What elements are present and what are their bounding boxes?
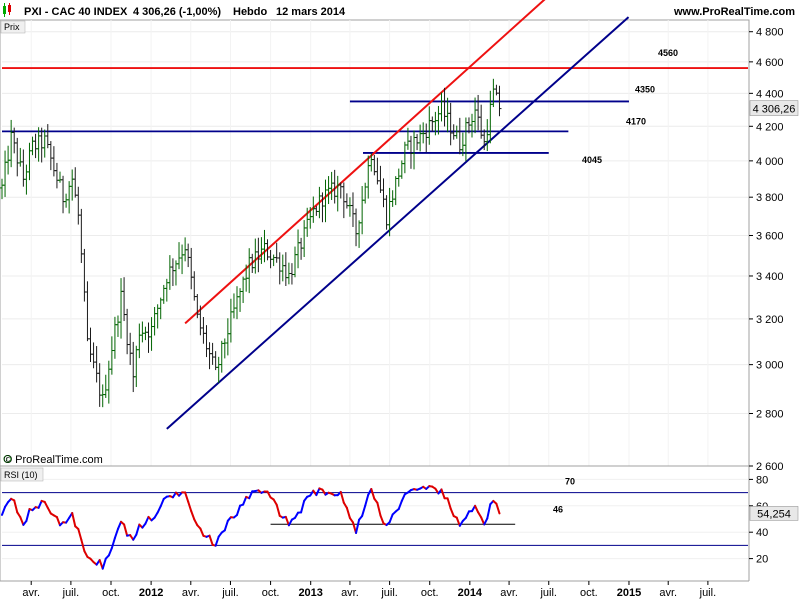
price-tick-label: 3 600	[756, 230, 784, 242]
price-tick-label: 4 600	[756, 57, 784, 69]
price-tick-label: 4 400	[756, 88, 784, 100]
time-tick-label: avr.	[22, 587, 40, 599]
last-price-badge: 4 306,26	[750, 101, 798, 116]
time-tick-label: avr.	[341, 587, 359, 599]
rsi-level-label-70: 70	[565, 477, 575, 487]
price-tick-label: 2 800	[756, 409, 784, 421]
time-tick-label: juil.	[62, 587, 80, 599]
last-rsi-value: 54,254	[757, 508, 791, 520]
price-tick-label: 3 200	[756, 314, 784, 326]
rsi-tick-label: 80	[756, 474, 768, 486]
price-tick-label: 4 000	[756, 156, 784, 168]
price-tick-label: 3 800	[756, 192, 784, 204]
price-tick-label: 3 400	[756, 271, 784, 283]
rsi-panel-label: RSI (10)	[4, 470, 38, 480]
site-url[interactable]: www.ProRealTime.com	[673, 6, 795, 18]
rsi-level-label-46: 46	[553, 504, 563, 514]
last-price-value: 4 306,26	[753, 104, 796, 116]
watermark-text: © ProRealTime.com	[4, 454, 103, 466]
level-label-4560: 4560	[658, 48, 678, 58]
time-tick-label: juil.	[539, 587, 557, 599]
price-axis: 2 600 2 800 3 000 3 200 3 400 3 600 3 800 4 000…	[749, 20, 800, 592]
header-bar: PXI - CAC 40 INDEX 4 306,26 (-1,00%) Heb…	[0, 0, 800, 20]
time-tick-label: avr.	[182, 587, 200, 599]
level-label-4170: 4170	[626, 116, 646, 126]
price-tick-label: 4 200	[756, 121, 784, 133]
price-panel: Prix 4560 4350 4170 4045 c © ProRealTime.co…	[0, 0, 749, 466]
time-tick-label: 2015	[617, 587, 641, 599]
time-tick-label: juil.	[380, 587, 398, 599]
time-tick-label: 2014	[458, 587, 483, 599]
time-tick-label: juil.	[699, 587, 717, 599]
price-tick-label: 3 000	[756, 360, 784, 372]
time-tick-label: oct.	[421, 587, 439, 599]
last-rsi-badge: 54,254	[750, 506, 798, 520]
instrument-name: PXI - CAC 40 INDEX	[24, 6, 128, 18]
price-tick-label: 2 600	[756, 461, 784, 473]
quote-change: 4 306,26 (-1,00%)	[133, 6, 221, 18]
time-tick-label: juil.	[221, 587, 239, 599]
price-panel-label: Prix	[4, 22, 20, 32]
time-tick-label: oct.	[262, 587, 280, 599]
time-tick-label: 2012	[139, 587, 163, 599]
rsi-tick-label: 40	[756, 527, 768, 539]
time-tick-label: oct.	[580, 587, 598, 599]
rsi-panel: RSI (10) 70 46	[0, 466, 749, 585]
time-tick-label: 2013	[298, 587, 322, 599]
level-label-4045: 4045	[582, 155, 602, 165]
time-tick-label: avr.	[659, 587, 677, 599]
watermark: c © ProRealTime.com	[4, 454, 103, 466]
time-tick-label: avr.	[500, 587, 518, 599]
time-axis: avr. juil. oct. 2012 avr. juil. oct. 2013 avr. ju…	[0, 581, 800, 600]
level-label-4350: 4350	[635, 84, 655, 94]
period-label: Hebdo	[233, 6, 268, 18]
quote-date: 12 mars 2014	[276, 6, 346, 18]
time-tick-label: oct.	[102, 587, 120, 599]
rsi-tick-label: 20	[756, 554, 768, 566]
price-tick-label: 4 800	[756, 27, 784, 39]
